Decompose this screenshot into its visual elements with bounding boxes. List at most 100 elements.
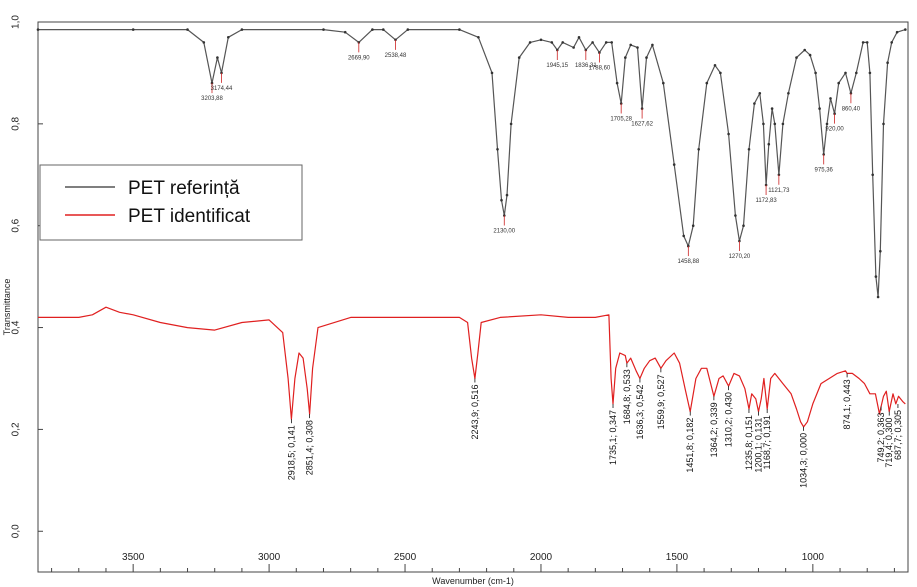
series-point: [517, 56, 521, 59]
series-point: [210, 81, 214, 85]
peak-label: 687,7; 0,305: [893, 410, 903, 460]
series-point: [719, 71, 722, 75]
series-point: [886, 61, 889, 64]
series-point: [747, 148, 751, 151]
series-point: [636, 46, 639, 49]
series-point: [713, 64, 717, 67]
series-point: [240, 28, 244, 31]
series-point: [895, 30, 899, 34]
series-point: [458, 28, 461, 31]
ref-peak-label: 1172,83: [755, 198, 777, 204]
peak-label: 749,2; 0,363: [876, 412, 886, 462]
series-point: [572, 46, 575, 49]
series-point: [216, 56, 219, 59]
series-point: [855, 71, 858, 75]
peak-label: 1636,3; 0,542: [635, 384, 645, 439]
ref-peak-label: 2669,90: [348, 55, 370, 61]
series-point: [837, 81, 840, 85]
series-point: [672, 163, 676, 166]
series-point: [825, 122, 829, 126]
peak-label: 1235,8; 0,151: [744, 415, 754, 470]
series-point: [808, 53, 812, 57]
series-point: [753, 102, 756, 105]
series-point: [131, 28, 135, 31]
series-point: [762, 122, 765, 126]
plot-frame: [37, 21, 909, 573]
series-point: [844, 71, 847, 75]
series-point: [871, 173, 874, 177]
series-point: [610, 41, 613, 44]
series-point: [645, 56, 648, 59]
series-point: [705, 81, 709, 85]
legend-box: [39, 164, 303, 241]
ref-peak-label: 2130,00: [493, 229, 515, 235]
peak-label: 874,1; 0,443: [842, 379, 852, 429]
ref-peak-label: 975,36: [815, 167, 834, 173]
ref-peak-label: 3174,44: [211, 86, 233, 92]
series-point: [770, 107, 774, 110]
series-point: [591, 41, 594, 44]
ref-peak-label: 1627,62: [631, 122, 653, 128]
x-tick-label: 2000: [530, 552, 553, 563]
series-point: [890, 41, 893, 44]
series-point: [865, 41, 869, 44]
y-tick-label: 0,4: [11, 320, 22, 334]
series-point: [528, 41, 532, 44]
series-point: [829, 97, 832, 100]
series-line-reference: [38, 29, 906, 298]
legend-label: PET identificat: [128, 206, 251, 227]
series-point: [803, 48, 806, 52]
y-tick-label: 0,8: [11, 116, 22, 130]
series-line-identified: [38, 306, 906, 428]
legend: PET referință PET identificat: [39, 164, 303, 241]
series-point: [818, 107, 821, 110]
series-point: [861, 41, 865, 44]
ref-peak-label: 2538,48: [385, 53, 407, 59]
series-point: [36, 28, 40, 31]
series-point: [394, 38, 397, 42]
ticks-layer: 3500 3000 2500 2000 1500 1000 0,0 0,2 0,4 0,6 0,8 1…: [11, 15, 895, 572]
series-point: [879, 249, 882, 253]
series-point: [682, 234, 685, 238]
series-point: [742, 224, 745, 227]
x-tick-label: 3000: [258, 552, 281, 563]
peak-label: 1684,8; 0,533: [622, 369, 632, 424]
series-point: [822, 153, 825, 156]
x-axis-label: Wavenumber (cm-1): [432, 576, 514, 586]
series-point: [604, 41, 608, 44]
axes-layer: [37, 21, 909, 573]
series-point: [904, 28, 907, 31]
series-point: [795, 56, 798, 59]
series-point: [371, 28, 374, 31]
series-point: [624, 56, 627, 59]
series-point: [561, 41, 564, 44]
ref-peak-label: 1836,31: [575, 63, 597, 69]
series-point: [539, 38, 543, 42]
series-point: [186, 28, 189, 31]
y-axis-label: Transmittance: [2, 279, 12, 336]
series-point: [767, 142, 771, 146]
x-tick-label: 1000: [802, 552, 825, 563]
series-point: [758, 92, 762, 95]
peak-label: 1168,7; 0,191: [762, 415, 772, 469]
peak-label: 1364,2; 0,339: [709, 402, 719, 457]
peak-label: 2918,5; 0,141: [286, 425, 296, 480]
series-point: [556, 48, 559, 52]
ref-peak-label: 1270,20: [729, 254, 751, 260]
y-tick-label: 0,0: [11, 524, 22, 538]
legend-label: PET referință: [128, 178, 240, 199]
series-point: [697, 148, 700, 151]
peak-label: 1200,1; 0,131: [753, 418, 763, 473]
ref-peak-label: 3203,88: [201, 96, 223, 102]
peak-label: 1559,9; 0,527: [656, 374, 666, 429]
ref-peak-label: 860,40: [842, 106, 861, 112]
annotations-layer: 2918,5; 0,141 2851,4; 0,308 2243,9; 0,516 1…: [201, 39, 903, 488]
peak-label: 2851,4; 0,308: [305, 420, 315, 475]
series-point: [406, 28, 410, 31]
series-point: [505, 193, 509, 197]
series-point: [874, 275, 878, 278]
peak-label: 719,4; 0,300: [884, 418, 894, 468]
series-point: [509, 122, 513, 126]
